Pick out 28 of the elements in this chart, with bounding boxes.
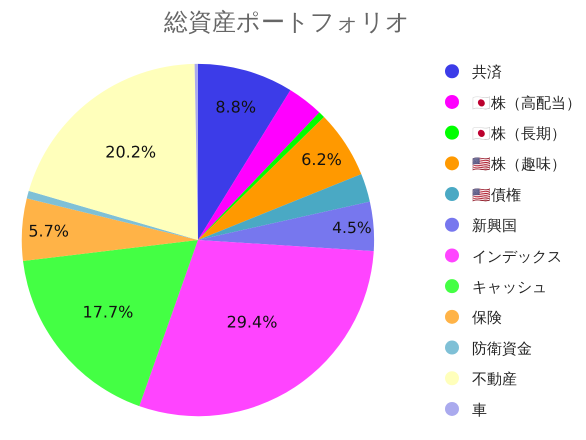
pie-slice (198, 64, 290, 240)
data-label: 20.2% (105, 142, 156, 162)
pie-slice (139, 240, 374, 416)
data-label: 5.7% (28, 222, 69, 241)
legend-label: 🇯🇵株（高配当） (472, 94, 581, 112)
pie-slice (23, 240, 198, 406)
pie-slice (198, 174, 370, 240)
chart-title: 総資産ポートフォリオ (163, 8, 410, 36)
legend-label: 車 (472, 400, 487, 419)
pie-slice (22, 198, 198, 261)
legend-label: キャッシュ (472, 278, 547, 296)
legend-label: 保険 (472, 308, 502, 327)
data-label: 8.8% (215, 97, 256, 116)
legend-label: 🇺🇸債権 (472, 186, 521, 204)
legend-label: 共済 (472, 63, 502, 82)
pie-slice (28, 64, 198, 240)
data-label: 17.7% (82, 302, 134, 322)
legend-label: 不動産 (472, 370, 517, 388)
legend-label: インデックス (472, 247, 562, 266)
data-label: 6.2% (301, 150, 342, 169)
legend-label: 新興国 (472, 216, 517, 235)
data-label: 29.4% (226, 312, 278, 332)
legend-label: 🇺🇸株（趣味） (472, 155, 566, 174)
data-label: 4.5% (332, 219, 372, 238)
legend-label: 🇯🇵株（長期） (472, 124, 566, 142)
pie-slice (198, 202, 374, 252)
pie-slice (26, 190, 198, 240)
legend-label: 防衛資金 (472, 339, 532, 358)
